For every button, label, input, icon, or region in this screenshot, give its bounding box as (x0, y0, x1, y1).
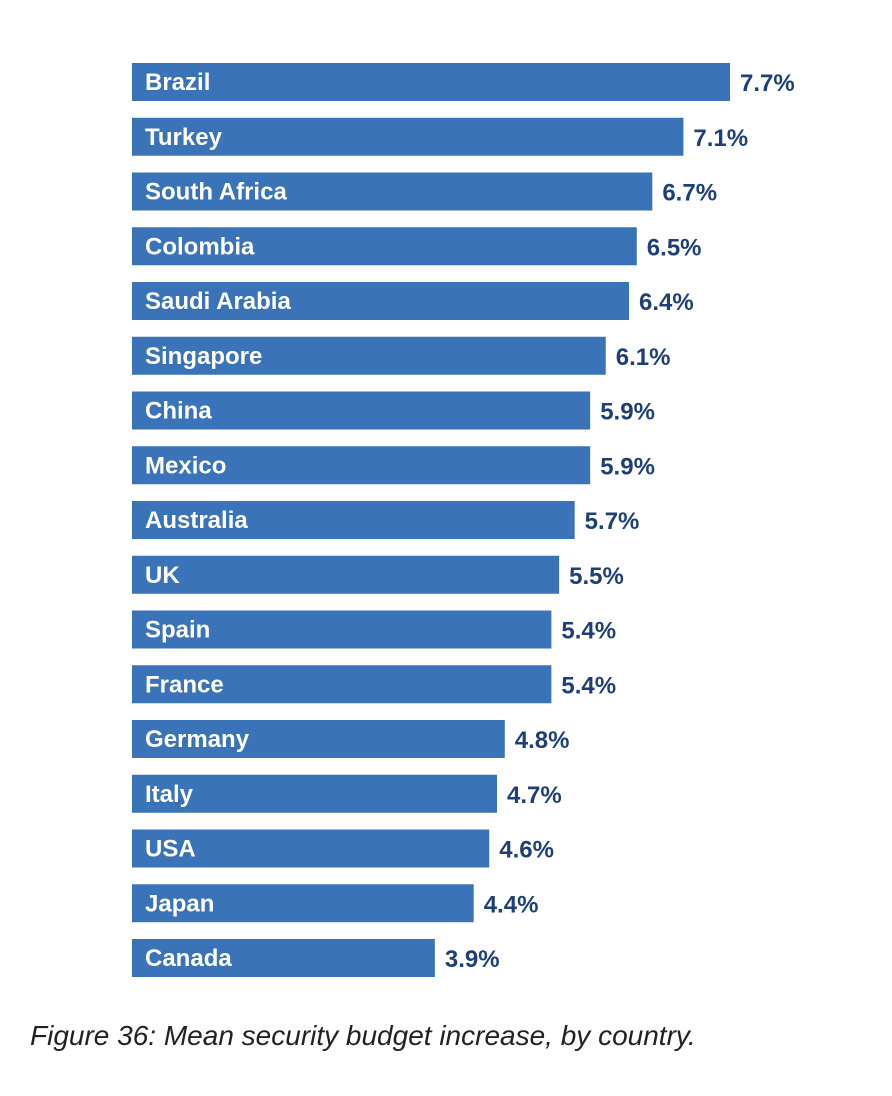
value-label: 4.8% (515, 727, 570, 754)
value-label: 5.9% (600, 399, 655, 426)
bar-singapore (132, 336, 606, 375)
category-label: Turkey (145, 124, 223, 151)
bar-uk (132, 555, 560, 594)
value-label: 6.4% (639, 289, 694, 316)
value-label: 5.4% (561, 672, 616, 699)
value-label: 5.9% (600, 453, 655, 480)
category-label: France (145, 671, 224, 698)
category-label: Colombia (145, 233, 255, 260)
bar-japan (132, 884, 474, 923)
value-label: 6.5% (647, 234, 702, 261)
bar-turkey (132, 117, 684, 156)
bar-china (132, 391, 591, 430)
bar-usa (132, 829, 490, 868)
bar-saudi-arabia (132, 282, 630, 320)
category-label: Japan (145, 890, 214, 917)
value-label: 4.6% (499, 837, 554, 864)
bar-italy (132, 774, 498, 813)
category-label: South Africa (145, 179, 287, 206)
value-label: 6.1% (616, 344, 671, 371)
category-label: UK (145, 562, 180, 589)
bar-colombia (132, 227, 637, 266)
value-label: 7.1% (693, 125, 748, 152)
category-label: Germany (145, 726, 250, 753)
value-label: 5.7% (585, 508, 640, 535)
bar-brazil (132, 63, 730, 101)
category-label: Mexico (145, 452, 226, 479)
value-label: 7.7% (740, 70, 795, 97)
bar-germany (132, 720, 505, 758)
category-label: Saudi Arabia (145, 288, 291, 315)
category-label: Brazil (145, 69, 210, 96)
bar-south-africa (132, 172, 653, 211)
bar-chart: Brazil 7.7% Turkey 7.1% South Africa 6.7% Colo… (132, 63, 795, 977)
bar-spain (132, 610, 552, 649)
value-label: 5.4% (561, 618, 616, 645)
category-label: USA (145, 836, 196, 863)
category-label: Italy (145, 781, 194, 808)
value-label: 6.7% (662, 180, 717, 207)
value-label: 5.5% (569, 563, 624, 590)
category-label: Canada (145, 945, 232, 972)
bar-canada (132, 939, 435, 977)
value-label: 3.9% (445, 946, 500, 973)
category-label: China (145, 398, 212, 425)
bar-australia (132, 501, 575, 539)
category-label: Singapore (145, 343, 262, 370)
category-label: Australia (145, 507, 248, 534)
category-label: Spain (145, 617, 210, 644)
value-label: 4.7% (507, 782, 562, 809)
bar-mexico (132, 446, 591, 485)
figure-caption: Figure 36: Mean security budget increase… (30, 1020, 696, 1051)
bar-france (132, 665, 552, 704)
value-label: 4.4% (484, 891, 539, 918)
